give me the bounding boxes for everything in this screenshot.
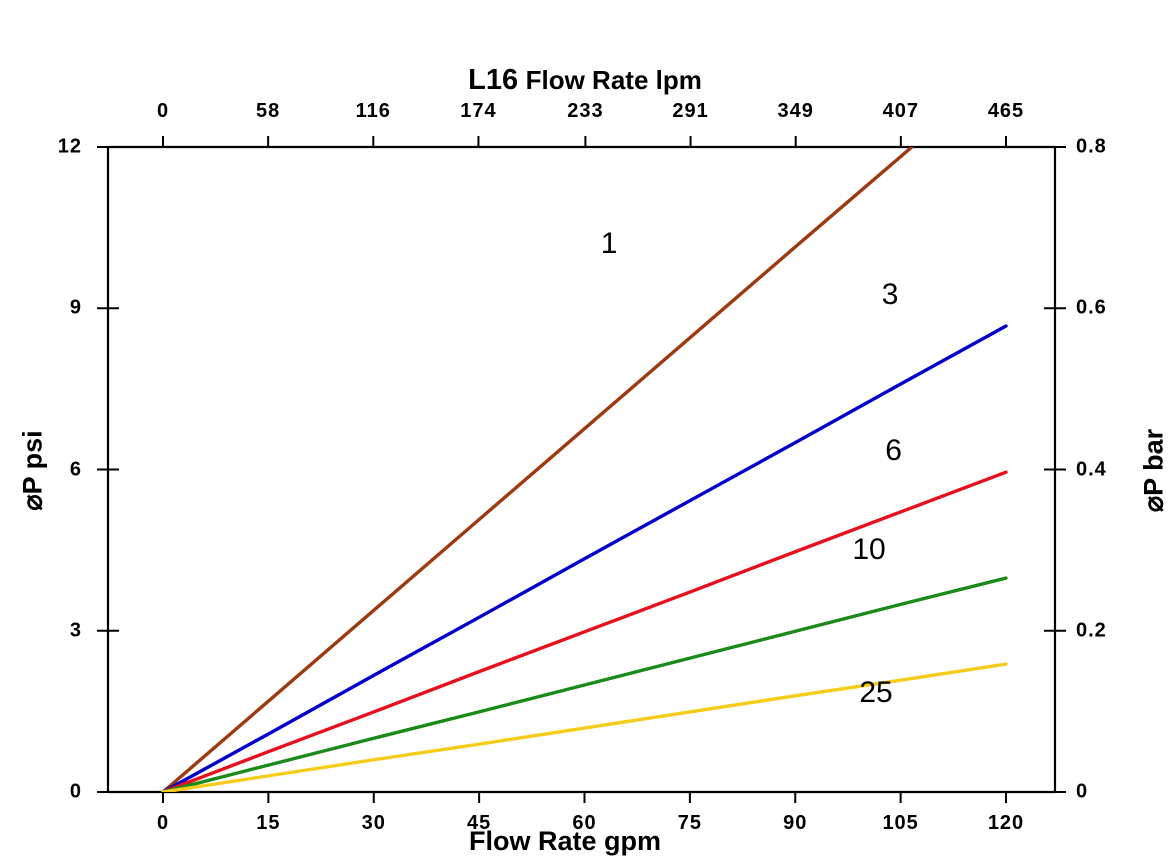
axes-frame	[106, 145, 1057, 794]
top-axis-title-units: Flow Rate lpm	[525, 65, 702, 95]
y2-tick-label-0-2: 0.2	[1076, 619, 1107, 642]
series-label-6: 6	[885, 433, 902, 467]
y2-tick-label-0-4: 0.4	[1076, 458, 1107, 480]
y-tick-label-9: 9	[69, 296, 82, 319]
axis-ticks	[97, 136, 1066, 803]
x2-tick-label-116: 116	[355, 100, 391, 122]
x2-tick-label-465: 465	[987, 100, 1025, 122]
x2-tick-label-58: 58	[256, 100, 281, 122]
y-tick-label-3: 3	[69, 619, 82, 642]
bottom-axis-title: Flow Rate gpm	[468, 826, 661, 856]
x-tick-label-90: 90	[783, 812, 808, 834]
series-label-25: 25	[859, 675, 893, 709]
x-tick-label-0: 0	[156, 812, 170, 834]
x2-tick-label-291: 291	[672, 100, 709, 122]
series-label-3: 3	[881, 277, 899, 311]
x2-tick-label-233: 233	[567, 100, 604, 122]
x-tick-label-105: 105	[882, 812, 919, 834]
y2-tick-label-0-8: 0.8	[1076, 135, 1107, 158]
y-tick-label-0: 0	[69, 780, 82, 803]
x2-tick-label-407: 407	[882, 100, 920, 122]
y-tick-label-6: 6	[69, 458, 82, 480]
x-tick-label-15: 15	[256, 812, 281, 834]
x-tick-label-45: 45	[467, 812, 492, 834]
x-tick-label-60: 60	[572, 812, 597, 834]
top-axis-title: L16 Flow Rate lpm	[0, 64, 1170, 97]
series-label-1: 1	[600, 226, 618, 260]
x-tick-label-120: 120	[987, 812, 1025, 834]
top-axis-title-model: L16	[468, 64, 519, 96]
x-tick-label-30: 30	[361, 812, 386, 834]
y2-tick-label-0-6: 0.6	[1076, 296, 1107, 319]
series-lines	[161, 147, 1008, 792]
x2-tick-label-349: 349	[777, 100, 814, 122]
x-tick-label-75: 75	[677, 812, 702, 834]
x2-tick-label-0: 0	[156, 100, 170, 122]
x2-tick-label-174: 174	[460, 100, 497, 122]
y-tick-label-12: 12	[57, 135, 82, 158]
series-label-10: 10	[852, 533, 886, 567]
y2-tick-label-0: 0	[1076, 780, 1089, 803]
